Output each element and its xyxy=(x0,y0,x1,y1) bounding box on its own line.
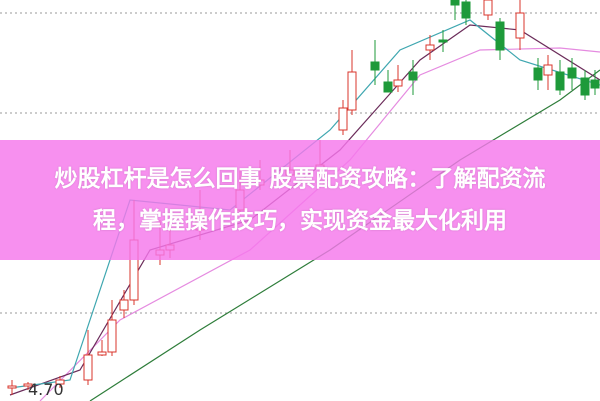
candle-body xyxy=(107,319,117,353)
candle-body xyxy=(393,79,403,87)
candle-body xyxy=(543,64,553,76)
price-label: 4.70 xyxy=(28,380,64,399)
moving-average-line xyxy=(39,47,600,401)
candle-body xyxy=(425,44,435,51)
candle-body xyxy=(338,107,348,131)
headline-line-1: 炒股杠杆是怎么回事 股票配资攻略：了解配资流 xyxy=(54,166,546,192)
candle-body xyxy=(495,21,505,51)
candle-body xyxy=(55,379,65,385)
candle-body xyxy=(461,1,471,19)
candle-body xyxy=(23,383,33,387)
headline-line-2: 程，掌握操作技巧，实现资金最大化利用 xyxy=(93,208,507,234)
candle-body xyxy=(580,77,590,96)
candle-body xyxy=(7,385,17,389)
candle-body xyxy=(438,39,448,43)
candle-body xyxy=(347,71,357,111)
candle-body xyxy=(533,67,543,81)
candle-body xyxy=(515,12,525,39)
candle-body xyxy=(408,71,418,81)
candle-body xyxy=(370,61,380,71)
candle-body xyxy=(97,351,107,356)
candle-body xyxy=(483,0,493,16)
candle-body xyxy=(567,67,577,79)
candle-body xyxy=(119,299,129,311)
headline-banner: 炒股杠杆是怎么回事 股票配资攻略：了解配资流 程，掌握操作技巧，实现资金最大化利… xyxy=(0,140,600,260)
candle-body xyxy=(383,81,393,93)
candle-body xyxy=(83,354,93,381)
candle-body xyxy=(590,79,600,89)
candle-body xyxy=(450,0,460,6)
candle-body xyxy=(555,71,565,91)
